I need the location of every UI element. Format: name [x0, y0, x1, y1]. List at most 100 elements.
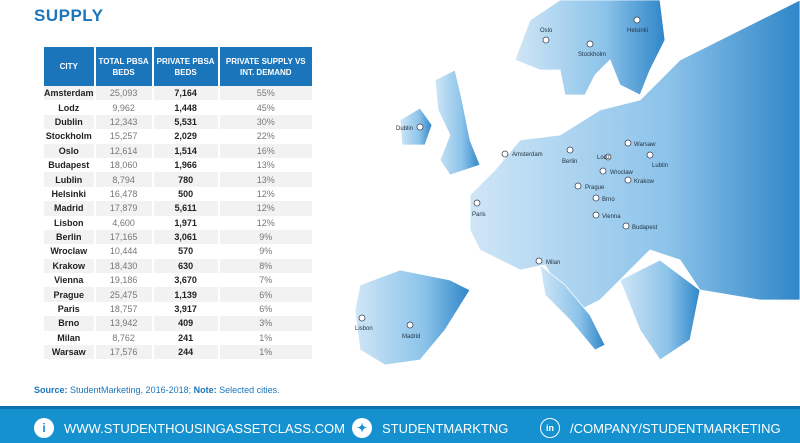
table-row: Lisbon 4,600 1,971 12% — [44, 216, 312, 230]
info-icon: i — [34, 418, 54, 438]
supply-ratio: 9% — [219, 229, 312, 245]
city-dot — [599, 167, 607, 175]
website-link[interactable]: i WWW.STUDENTHOUSINGASSETCLASS.COM — [34, 418, 345, 438]
iberia-shape — [354, 269, 471, 366]
total-beds: 17,165 — [95, 229, 152, 245]
supply-ratio: 12% — [256, 188, 275, 199]
private-beds: 409 — [153, 316, 218, 331]
city-name: Berlin — [44, 229, 94, 245]
city-label: Vienna — [602, 214, 621, 220]
private-beds: 7,164 — [153, 86, 218, 101]
city-label: Brno — [602, 197, 615, 203]
note-text: Selected cities. — [216, 385, 280, 395]
supply-ratio: 12% — [219, 201, 312, 216]
city-label: Berlin — [562, 159, 577, 165]
private-beds: 1,139 — [153, 287, 218, 302]
linkedin-link[interactable]: in /COMPANY/STUDENTMARKETING — [540, 418, 781, 438]
supply-ratio: 3% — [219, 316, 312, 331]
city-dot — [586, 40, 594, 48]
table-row: Budapest 18,060 1,966 13% — [44, 158, 312, 172]
supply-ratio: 8% — [219, 258, 312, 274]
city-name: Milan — [57, 332, 81, 343]
city-name: Brno — [44, 316, 94, 331]
source-text: StudentMarketing, 2016-2018; — [67, 385, 194, 395]
total-beds: 12,614 — [95, 143, 152, 158]
city-name: Lisbon — [54, 217, 84, 228]
city-name: Amsterdam — [44, 86, 94, 101]
balkans-shape — [619, 259, 701, 361]
city-dot — [624, 176, 632, 184]
private-beds: 5,531 — [153, 114, 218, 130]
city-label: Milan — [546, 260, 560, 266]
city-dot — [622, 222, 630, 230]
footer-bar: i WWW.STUDENTHOUSINGASSETCLASS.COM ✦ STU… — [0, 406, 800, 443]
total-beds: 18,430 — [95, 258, 152, 274]
table-row: Berlin 17,165 3,061 9% — [44, 229, 312, 245]
british-isles-shape — [434, 69, 481, 176]
supply-ratio: 13% — [219, 172, 312, 187]
table-row: Paris 18,757 3,917 6% — [44, 302, 312, 316]
private-beds: 1,966 — [174, 160, 197, 171]
city-dot — [574, 182, 582, 190]
italy-shape — [539, 264, 606, 351]
column-header: TOTAL PBSA BEDS — [95, 47, 152, 86]
table-row: Helsinki 16,478 500 12% — [44, 187, 312, 201]
city-dot — [592, 211, 600, 219]
private-beds: 1,514 — [153, 143, 218, 158]
private-beds: 570 — [178, 246, 194, 257]
city-dot — [542, 36, 550, 44]
city-name: Helsinki — [51, 188, 87, 199]
twitter-text: STUDENTMARKTNG — [382, 420, 509, 436]
city-dot — [566, 146, 574, 154]
table-row: Lodz 9,962 1,448 45% — [44, 100, 312, 114]
total-beds: 18,060 — [109, 160, 138, 171]
city-label: Lisbon — [355, 326, 373, 332]
private-beds: 1,448 — [174, 102, 197, 113]
private-beds: 630 — [153, 258, 218, 274]
note-label: Note: — [193, 385, 217, 395]
city-name: Paris — [57, 304, 80, 315]
supply-table: CITY TOTAL PBSA BEDS PRIVATE PBSA BEDS PRIV… — [42, 47, 314, 360]
page-title: SUPPLY — [34, 6, 104, 25]
city-label: Madrid — [402, 334, 420, 340]
column-header: PRIVATE PBSA BEDS — [153, 47, 218, 86]
total-beds: 25,093 — [95, 86, 152, 101]
total-beds: 15,257 — [109, 131, 138, 142]
twitter-link[interactable]: ✦ STUDENTMARKTNG — [352, 418, 508, 438]
city-label: Warsaw — [634, 142, 656, 148]
city-label: Lublin — [652, 163, 668, 169]
total-beds: 25,475 — [95, 287, 152, 302]
table-row: Oslo 12,614 1,514 16% — [44, 143, 312, 158]
table-row: Stockholm 15,257 2,029 22% — [44, 129, 312, 143]
private-beds: 3,061 — [153, 229, 218, 245]
city-name: Budapest — [48, 160, 90, 171]
supply-ratio: 22% — [256, 131, 275, 142]
table-row: Amsterdam 25,093 7,164 55% — [44, 86, 312, 101]
europe-map: Oslo Helsinki Stockholm Dublin Amsterdam… — [354, 0, 800, 366]
city-markers — [358, 16, 654, 329]
city-name: Stockholm — [45, 131, 92, 142]
table-row: Dublin 12,343 5,531 30% — [44, 114, 312, 130]
private-beds: 3,917 — [174, 304, 197, 315]
city-name: Oslo — [44, 143, 94, 158]
supply-ratio: 13% — [256, 160, 275, 171]
private-beds: 1,971 — [174, 217, 197, 228]
supply-ratio: 1% — [259, 332, 273, 343]
city-label: Helsinki — [627, 28, 648, 34]
column-header: PRIVATE SUPPLY VS INT. DEMAND — [219, 47, 312, 86]
city-name: Prague — [44, 287, 94, 302]
total-beds: 16,478 — [109, 188, 138, 199]
city-name: Lodz — [58, 102, 80, 113]
supply-ratio: 7% — [259, 275, 273, 286]
city-label: Oslo — [540, 28, 553, 34]
table-row: Krakow 18,430 630 8% — [44, 258, 312, 274]
linkedin-text: /COMPANY/STUDENTMARKETING — [570, 420, 781, 436]
total-beds: 17,576 — [95, 345, 152, 360]
table-row: Prague 25,475 1,139 6% — [44, 287, 312, 302]
city-dot — [358, 314, 366, 322]
private-beds: 780 — [153, 172, 218, 187]
city-dot — [624, 139, 632, 147]
twitter-icon: ✦ — [352, 418, 372, 438]
website-text: WWW.STUDENTHOUSINGASSETCLASS.COM — [64, 420, 345, 436]
city-label: Wroclaw — [610, 170, 634, 176]
